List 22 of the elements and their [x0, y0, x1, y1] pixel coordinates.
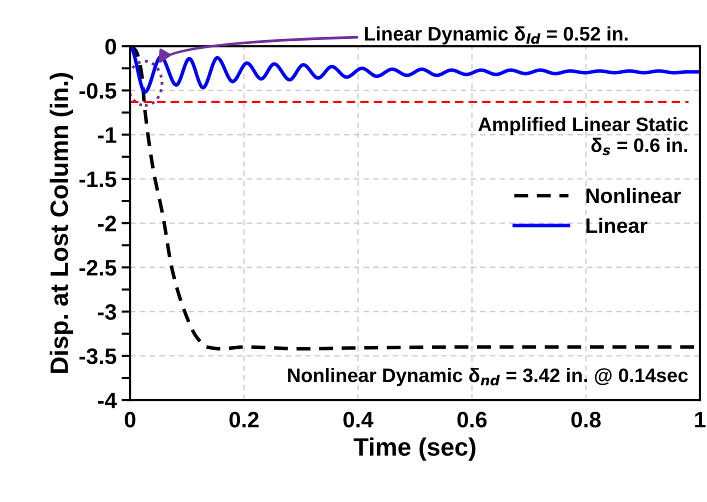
x-tick-label: 0.8 [571, 412, 601, 428]
y-tick-label: -2.5 [79, 260, 116, 276]
x-tick-label: 0.2 [229, 412, 259, 428]
y-tick-label: -2 [98, 216, 116, 232]
legend-label: Nonlinear [586, 188, 681, 204]
y-tick-label: 0 [105, 38, 116, 54]
y-tick-label: -3 [98, 304, 116, 320]
x-tick-label: 0.6 [457, 412, 487, 428]
y-tick-label: -3.5 [79, 348, 116, 364]
y-tick-label: -1 [98, 127, 116, 143]
y-tick-label: -1.5 [79, 172, 116, 188]
annotation: Nonlinear Dynamic δ$_{nd}$ = 3.42 in. @ 0.14sec [288, 368, 688, 386]
annotation: Linear Dynamic δ$_{ld}$ = 0.52 in. [365, 26, 628, 45]
y-tick-label: -4 [98, 392, 117, 408]
x-tick-label: 1 [695, 412, 706, 428]
y-tick-label: -0.5 [79, 82, 116, 99]
x-tick-label: 0 [124, 412, 136, 428]
y-axis-title: Disp. at Lost Column (in.) [50, 72, 74, 373]
x-tick-label: 0.4 [343, 412, 374, 428]
annotation: Amplified Linear Static δ$_{s}$ = 0.6 in. [478, 116, 688, 156]
x-axis-title: Time (sec) [354, 437, 476, 461]
legend-label: Linear [586, 218, 648, 234]
